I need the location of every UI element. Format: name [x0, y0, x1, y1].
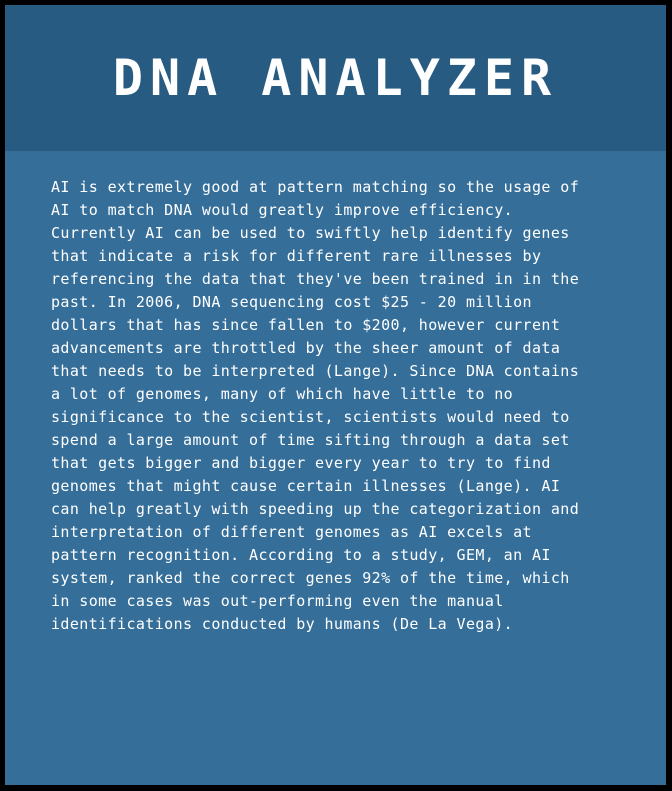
header-banner: DNA ANALYZER — [5, 5, 666, 151]
body-paragraph: AI is extremely good at pattern matching… — [51, 178, 580, 633]
app-panel: DNA ANALYZER AI is extremely good at pat… — [5, 5, 666, 785]
page-title: DNA ANALYZER — [112, 49, 559, 107]
